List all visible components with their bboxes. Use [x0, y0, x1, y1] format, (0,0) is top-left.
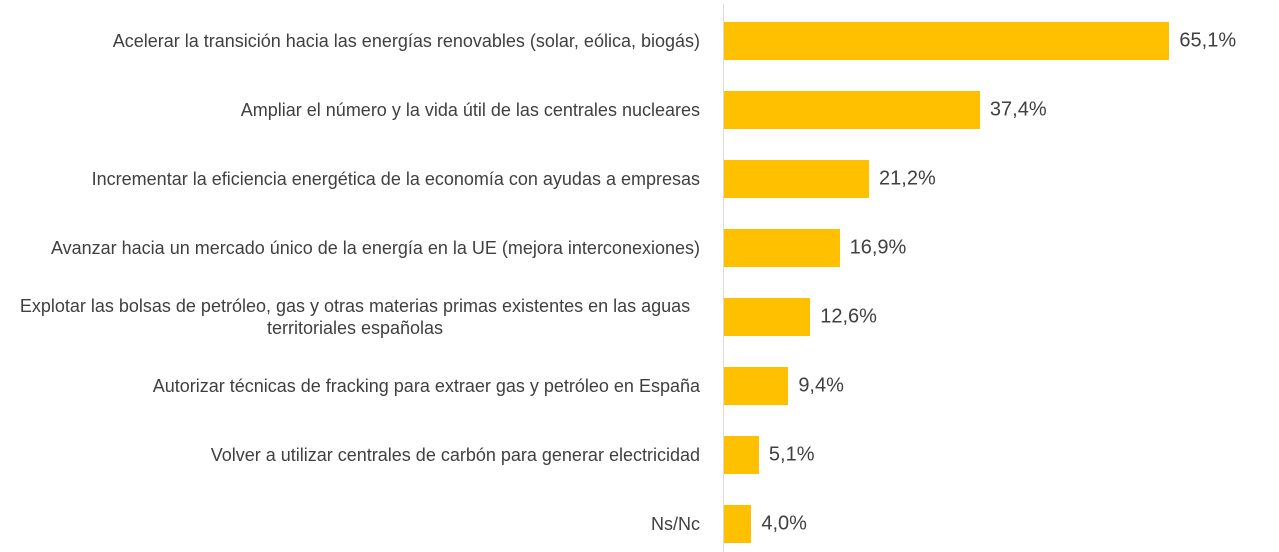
- category-label: Autorizar técnicas de fracking para extr…: [152, 375, 700, 396]
- bar: [724, 366, 789, 405]
- bar: [724, 90, 980, 129]
- value-label: 9,4%: [798, 374, 844, 396]
- value-label: 16,9%: [849, 236, 907, 258]
- category-label: Incrementar la eficiencia energética de …: [91, 168, 700, 189]
- bar: [724, 159, 870, 198]
- category-label: Acelerar la transición hacia las energía…: [112, 30, 700, 51]
- value-label: 12,6%: [820, 305, 877, 327]
- category-label: Explotar las bolsas de petróleo, gas y o…: [19, 295, 691, 338]
- bar: [724, 504, 752, 543]
- category-label: Ampliar el número y la vida útil de las …: [240, 99, 700, 120]
- value-label: 21,2%: [879, 167, 936, 189]
- category-label: Volver a utilizar centrales de carbón pa…: [210, 444, 700, 465]
- value-label: 4,0%: [761, 512, 807, 534]
- bar: [724, 435, 759, 474]
- category-label: Avanzar hacia un mercado único de la ene…: [50, 237, 700, 258]
- bar: [724, 228, 840, 267]
- bar: [724, 297, 811, 336]
- value-label: 65,1%: [1179, 29, 1237, 51]
- value-label: 37,4%: [989, 98, 1047, 120]
- bar: [724, 21, 1170, 60]
- category-label: Ns/Nc: [651, 513, 700, 534]
- category-axis: [723, 4, 724, 552]
- value-label: 5,1%: [768, 443, 815, 465]
